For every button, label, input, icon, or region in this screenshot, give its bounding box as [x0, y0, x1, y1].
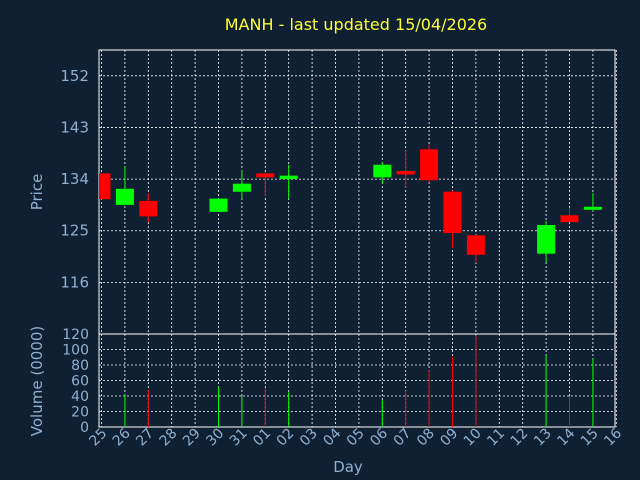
x-tick-label: 04 [320, 425, 344, 449]
price-axis-label: Price [28, 174, 46, 211]
volume-y-tick-label: 20 [71, 405, 89, 421]
candle-body [537, 224, 556, 254]
x-tick-label: 11 [484, 426, 508, 450]
candles [99, 144, 602, 263]
x-tick-label: 30 [203, 426, 227, 450]
x-tick-label: 31 [227, 426, 251, 450]
x-tick-label: 02 [274, 426, 298, 450]
price-grid [99, 50, 617, 334]
x-tick-label: 01 [250, 426, 274, 450]
candle [443, 190, 462, 248]
x-tick-label: 25 [86, 426, 110, 450]
x-tick-label: 16 [601, 425, 625, 449]
x-tick-label: 05 [344, 426, 368, 450]
price-y-tick-label: 116 [60, 273, 89, 291]
price-y-tick-label: 152 [60, 67, 89, 85]
x-tick-label: 27 [133, 426, 157, 450]
x-tick-label: 28 [157, 426, 181, 450]
candle-body [232, 183, 251, 192]
x-tick-label: 13 [531, 426, 555, 450]
x-tick-label: 29 [180, 426, 204, 450]
volume-axis-label: Volume (0000) [28, 326, 46, 436]
candle-body [396, 171, 415, 175]
price-y-tick-labels: 152 143 134 125 116 [60, 67, 89, 292]
price-panel: 152 143 134 125 116 [60, 49, 617, 335]
x-tick-label: 07 [391, 426, 415, 450]
x-tick-label: 26 [110, 425, 134, 449]
candle [279, 164, 298, 199]
candle [420, 144, 439, 182]
x-tick-label: 14 [554, 425, 578, 449]
candle-body [99, 173, 111, 200]
volume-y-tick-label: 40 [71, 389, 89, 405]
candle-body [420, 149, 439, 181]
x-tick-label: 03 [297, 426, 321, 450]
candle [373, 161, 392, 184]
price-y-tick-label: 134 [60, 170, 89, 188]
x-tick-label: 08 [414, 426, 438, 450]
candle [99, 173, 111, 200]
candle [115, 166, 134, 205]
price-y-tick-label: 125 [60, 222, 89, 240]
candle [139, 193, 158, 223]
x-tick-label: 06 [367, 425, 391, 449]
candle [396, 150, 415, 188]
x-tick-label: 15 [578, 426, 602, 450]
candle [583, 192, 602, 212]
price-y-tick-label: 143 [60, 118, 89, 136]
candle-body [560, 215, 579, 223]
candle-body [443, 191, 462, 234]
volume-y-tick-label: 100 [62, 343, 89, 359]
volume-grid [99, 334, 617, 427]
candle-body [466, 235, 485, 255]
candle-body [583, 206, 602, 210]
x-tick-label: 09 [437, 426, 461, 450]
volume-y-tick-label: 0 [80, 420, 89, 436]
candle-body [139, 200, 158, 217]
volume-y-tick-label: 120 [62, 327, 89, 343]
x-tick-labels: 25 26 27 28 29 30 31 01 02 03 04 05 06 07 08 09 10 11 12 13… [86, 425, 625, 449]
candle-body [115, 188, 134, 205]
x-tick-label: 12 [508, 426, 532, 450]
volume-bars [124, 335, 594, 427]
candle [256, 172, 275, 197]
price-panel-frame [98, 49, 616, 335]
x-tick-label: 10 [461, 426, 485, 450]
candle [537, 220, 556, 263]
candle [209, 198, 228, 212]
chart-title: MANH - last updated 15/04/2026 [225, 15, 487, 34]
candle [466, 234, 485, 263]
candle-body [256, 173, 275, 178]
candle-body [279, 175, 298, 180]
candle [560, 207, 579, 223]
candle-body [373, 164, 392, 178]
candle-body [209, 198, 228, 212]
candle [232, 169, 251, 199]
x-axis-label: Day [333, 458, 363, 476]
volume-y-tick-label: 80 [71, 358, 89, 374]
volume-y-tick-label: 60 [71, 374, 89, 390]
